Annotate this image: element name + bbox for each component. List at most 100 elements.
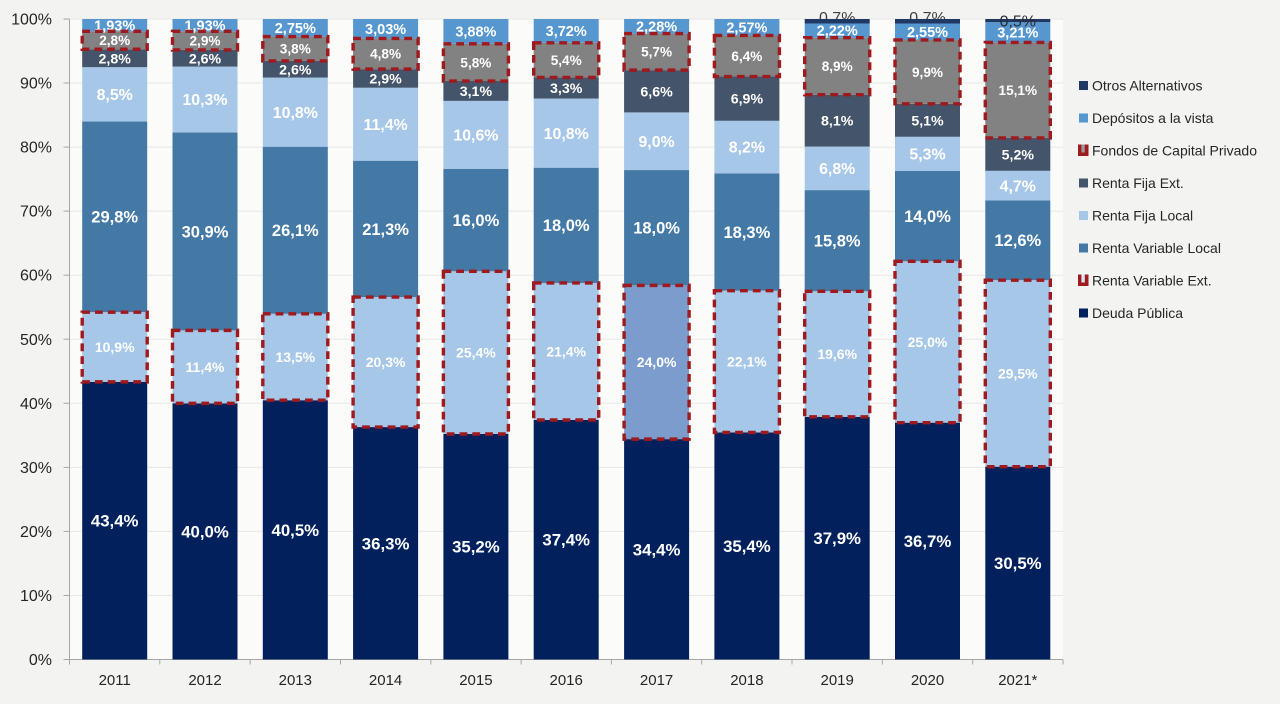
svg-text:2,22%: 2,22% [817,24,858,40]
svg-text:2019: 2019 [821,672,854,689]
svg-text:15,1%: 15,1% [999,83,1038,98]
svg-text:37,4%: 37,4% [542,531,590,550]
svg-text:2,55%: 2,55% [907,25,948,41]
svg-text:5,2%: 5,2% [1002,147,1035,163]
svg-text:2018: 2018 [730,672,763,689]
svg-text:8,1%: 8,1% [821,114,854,130]
svg-text:18,3%: 18,3% [724,224,771,242]
svg-text:19,6%: 19,6% [817,346,857,362]
svg-text:5,1%: 5,1% [911,113,944,129]
svg-text:14,0%: 14,0% [904,208,951,226]
svg-text:9,9%: 9,9% [912,65,943,80]
svg-text:11,4%: 11,4% [186,359,225,375]
svg-text:100%: 100% [11,12,52,29]
svg-text:15,8%: 15,8% [814,233,861,251]
svg-text:6,6%: 6,6% [640,84,673,100]
svg-text:40,0%: 40,0% [181,522,229,541]
svg-text:20%: 20% [20,524,52,541]
svg-text:3,1%: 3,1% [460,84,493,100]
svg-text:36,3%: 36,3% [362,534,410,553]
svg-text:10,6%: 10,6% [453,127,498,144]
svg-text:21,4%: 21,4% [546,343,586,359]
svg-text:2,9%: 2,9% [369,71,402,87]
svg-text:5,7%: 5,7% [641,45,672,60]
svg-text:2015: 2015 [459,672,492,689]
svg-text:35,2%: 35,2% [452,538,500,557]
svg-text:3,72%: 3,72% [546,24,587,40]
svg-text:20,3%: 20,3% [366,354,406,370]
svg-text:6,8%: 6,8% [819,161,855,178]
svg-text:Fondos de Capital Privado: Fondos de Capital Privado [1092,143,1257,159]
svg-text:40,5%: 40,5% [272,521,320,540]
svg-text:18,0%: 18,0% [543,217,590,235]
svg-text:30,9%: 30,9% [182,223,229,241]
svg-text:2,28%: 2,28% [636,19,677,35]
svg-text:25,4%: 25,4% [456,345,496,361]
svg-text:2012: 2012 [188,672,221,689]
svg-text:3,21%: 3,21% [997,25,1038,41]
svg-text:0%: 0% [29,652,52,669]
svg-text:2,8%: 2,8% [99,33,130,48]
svg-text:2017: 2017 [640,672,673,689]
svg-text:3,03%: 3,03% [365,22,406,38]
svg-text:Otros Alternativos: Otros Alternativos [1092,78,1203,94]
svg-text:2,75%: 2,75% [275,21,316,37]
svg-text:3,3%: 3,3% [550,81,583,97]
svg-text:26,1%: 26,1% [272,222,319,240]
svg-text:18,0%: 18,0% [633,220,680,238]
svg-text:8,5%: 8,5% [97,87,133,104]
svg-text:2,8%: 2,8% [99,51,132,67]
svg-text:2,9%: 2,9% [190,33,221,48]
svg-text:21,3%: 21,3% [362,221,409,239]
svg-text:10,3%: 10,3% [182,92,227,109]
svg-text:Depósitos a la vista: Depósitos a la vista [1092,110,1214,126]
svg-text:50%: 50% [20,332,52,349]
svg-text:6,4%: 6,4% [731,49,762,64]
svg-text:Deuda Pública: Deuda Pública [1092,305,1183,321]
svg-text:2016: 2016 [550,672,583,689]
svg-text:10,8%: 10,8% [544,126,589,143]
svg-text:29,8%: 29,8% [91,209,138,227]
svg-text:2,6%: 2,6% [189,51,222,67]
svg-text:9,0%: 9,0% [638,134,674,151]
svg-text:8,9%: 8,9% [822,59,853,74]
svg-text:30%: 30% [20,460,52,477]
svg-text:Renta Fija Local: Renta Fija Local [1092,208,1193,224]
svg-text:10,9%: 10,9% [95,339,135,355]
svg-text:2020: 2020 [911,672,944,689]
svg-text:24,0%: 24,0% [637,354,677,370]
svg-text:37,9%: 37,9% [813,529,861,548]
svg-text:6,9%: 6,9% [731,92,764,108]
svg-text:2,6%: 2,6% [279,62,312,78]
svg-text:Renta Fija Ext.: Renta Fija Ext. [1092,175,1184,191]
svg-text:5,8%: 5,8% [460,55,491,70]
svg-text:4,7%: 4,7% [1000,178,1036,195]
svg-text:80%: 80% [20,140,52,157]
svg-text:10,8%: 10,8% [273,105,318,122]
svg-text:8,2%: 8,2% [729,140,765,157]
svg-text:2,57%: 2,57% [726,20,767,36]
svg-text:34,4%: 34,4% [633,540,681,559]
svg-text:60%: 60% [20,268,52,285]
svg-text:2021*: 2021* [998,672,1037,689]
svg-text:36,7%: 36,7% [904,532,952,551]
svg-text:4,8%: 4,8% [370,47,401,62]
svg-text:29,5%: 29,5% [998,365,1038,381]
svg-text:70%: 70% [20,204,52,221]
svg-text:5,3%: 5,3% [909,147,945,164]
svg-text:90%: 90% [20,76,52,93]
svg-text:30,5%: 30,5% [994,554,1042,573]
svg-text:Renta Variable Ext.: Renta Variable Ext. [1092,273,1212,289]
svg-text:43,4%: 43,4% [91,512,139,531]
svg-text:13,5%: 13,5% [275,349,315,365]
svg-text:35,4%: 35,4% [723,537,771,556]
svg-text:3,88%: 3,88% [455,25,496,41]
svg-text:11,4%: 11,4% [364,117,408,134]
svg-text:2011: 2011 [99,672,131,689]
svg-text:2013: 2013 [279,672,312,689]
svg-text:10%: 10% [20,588,52,605]
svg-text:3,8%: 3,8% [280,42,311,57]
svg-text:22,1%: 22,1% [727,354,767,370]
svg-text:40%: 40% [20,396,52,413]
svg-text:25,0%: 25,0% [908,334,948,350]
